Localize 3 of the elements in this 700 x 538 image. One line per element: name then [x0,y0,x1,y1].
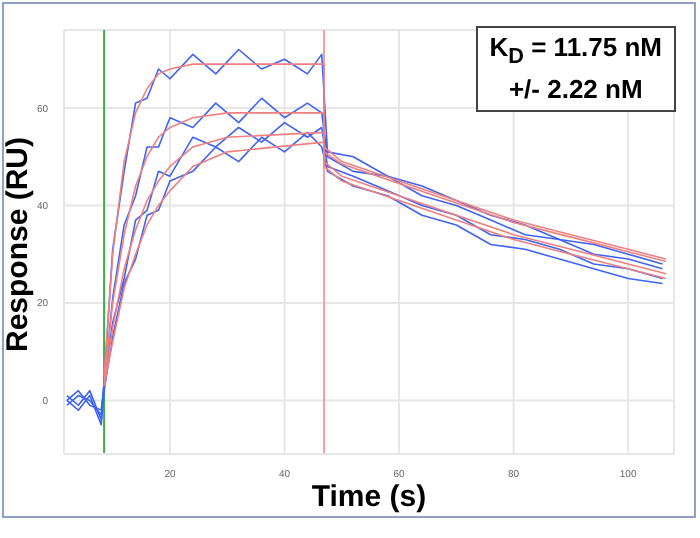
annotation: K$_{D}$ = 11.75 nM +/- 2.22 nM [475,26,676,112]
x-axis-title: Time (s) [311,480,427,514]
y-axis-title: Response (RU) [0,136,35,352]
